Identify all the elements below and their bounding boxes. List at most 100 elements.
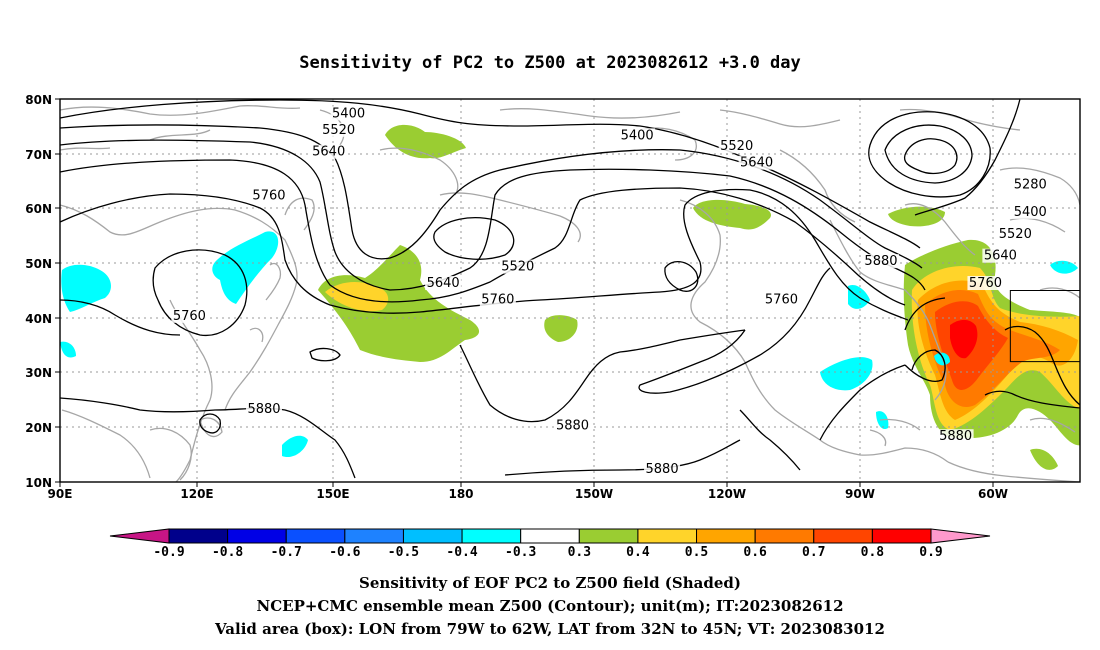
contour-labels: 5400 5520 5640 5760 5760 5880 5400 5520 5640 5520…: [171, 106, 1049, 477]
shading-positive-0.4: [325, 282, 389, 312]
shading-positive-0.3: [318, 245, 480, 362]
z500-contours: [60, 99, 1080, 479]
contour-label: 5400: [332, 106, 365, 121]
colorbar-swatches: [168, 528, 932, 544]
contour-label-background: [250, 188, 287, 203]
contour-label: 5880: [247, 402, 280, 417]
contour-label: 5880: [864, 254, 897, 269]
contour-label-background: [479, 292, 516, 307]
shading-negative-0.3: [1050, 260, 1078, 274]
contour-label: 5880: [556, 418, 589, 433]
colorbar-swatch: [461, 528, 522, 544]
lat-tick-label: 30N: [25, 366, 52, 380]
colorbar-label: 0.3: [568, 545, 591, 560]
lat-tick-label: 70N: [25, 148, 52, 162]
colorbar-label: 0.8: [861, 545, 885, 560]
contour-label: 5880: [939, 429, 972, 444]
coastlines: [60, 104, 1080, 482]
colorbar-labels: -0.9 -0.8 -0.7 -0.6 -0.5 -0.4 -0.3 0.3 0.4 0.5 0.6…: [153, 545, 942, 560]
shading-positive-0.3: [544, 315, 578, 342]
colorbar-swatch: [520, 528, 580, 544]
sensitivity-shading: [60, 124, 1080, 470]
shading-negative-0.3: [820, 357, 873, 391]
shading-positive-0.8: [950, 319, 978, 359]
colorbar-swatch: [285, 528, 346, 544]
contour-label-background: [718, 139, 755, 154]
colorbar-label: -0.9: [153, 545, 184, 560]
lon-tick-label: 150W: [575, 487, 613, 501]
colorbar-swatch: [871, 528, 932, 544]
contour-label-background: [425, 276, 462, 291]
colorbar-label: 0.7: [802, 545, 825, 560]
lat-tick-label: 20N: [25, 421, 52, 435]
colorbar-swatch: [344, 528, 404, 544]
contour-label-background: [982, 248, 1019, 263]
colorbar-label: 0.6: [743, 545, 767, 560]
colorbar-swatch: [637, 528, 698, 544]
contour-label: 5760: [969, 276, 1002, 291]
shading-negative-0.3: [282, 435, 308, 458]
colorbar-label: -0.6: [329, 545, 360, 560]
colorbar-label: -0.5: [388, 545, 419, 560]
contour-label-background: [937, 429, 974, 444]
colorbar-label: -0.4: [446, 545, 477, 560]
contour-label: 5640: [984, 249, 1017, 264]
contour-label: 5760: [173, 309, 206, 324]
lat-tick-labels: 80N 70N 60N 50N 40N 30N 20N 10N: [25, 93, 52, 490]
colorbar: -0.9 -0.8 -0.7 -0.6 -0.5 -0.4 -0.3 0.3 0.4 0.5 0.6…: [109, 528, 991, 560]
colorbar-swatch: [578, 528, 639, 544]
colorbar-swatch: [227, 528, 287, 544]
colorbar-swatch: [402, 528, 463, 544]
contour-label: 5520: [720, 139, 753, 154]
contour-label-background: [619, 128, 656, 143]
contour-label-background: [246, 401, 282, 416]
shading-positive-0.3: [1030, 448, 1058, 470]
contour-label-background: [967, 276, 1004, 291]
lon-tick-labels: 90E 120E 150E 180 150W 120W 90W 60W: [48, 487, 1008, 501]
contour-label: 5760: [252, 188, 285, 203]
colorbar-high-arrow: [930, 528, 991, 544]
lat-tick-label: 50N: [25, 257, 52, 271]
contour-label-background: [320, 122, 357, 137]
colorbar-swatch: [813, 528, 873, 544]
colorbar-swatch: [754, 528, 815, 544]
contour-label-background: [997, 226, 1034, 241]
lon-tick-label: 120W: [708, 487, 746, 501]
shading-positive-0.3: [385, 124, 466, 159]
valid-area-box: [1009, 290, 1080, 363]
colorbar-label: -0.8: [212, 545, 243, 560]
caption-shading: Sensitivity of EOF PC2 to Z500 field (Sh…: [359, 574, 741, 592]
contour-label: 5400: [1014, 205, 1047, 220]
contour-label: 5400: [621, 128, 654, 143]
colorbar-swatch: [168, 528, 229, 544]
contour-label: 5520: [999, 227, 1032, 242]
contour-label-background: [1012, 204, 1049, 219]
contour-label-background: [330, 106, 367, 121]
contour-label-background: [1012, 177, 1049, 192]
caption-contour: NCEP+CMC ensemble mean Z500 (Contour); u…: [257, 597, 844, 615]
contour-label-background: [499, 259, 536, 274]
contour-label: 5880: [646, 462, 679, 477]
lat-tick-label: 10N: [25, 476, 52, 490]
contour-label: 5640: [740, 156, 773, 171]
shading-negative-0.3: [60, 341, 76, 358]
lon-tick-label: 60W: [978, 487, 1008, 501]
colorbar-swatch: [696, 528, 756, 544]
lon-tick-label: 90W: [845, 487, 875, 501]
map-frame: [59, 98, 1081, 483]
lat-tick-label: 60N: [25, 202, 52, 216]
colorbar-label: -0.7: [271, 545, 302, 560]
contour-label-background: [310, 144, 347, 159]
shading-positive-0.3: [888, 206, 945, 227]
lat-tick-label: 40N: [25, 312, 52, 326]
contour-label: 5280: [1014, 178, 1047, 193]
contour-label-background: [171, 308, 208, 323]
colorbar-low-arrow: [109, 528, 170, 544]
contour-label: 5640: [312, 145, 345, 160]
lon-tick-label: 90E: [48, 487, 73, 501]
contour-label-background: [862, 254, 899, 269]
shading-negative-0.3: [934, 352, 950, 366]
colorbar-label: 0.4: [626, 545, 650, 560]
lon-tick-label: 120E: [180, 487, 213, 501]
